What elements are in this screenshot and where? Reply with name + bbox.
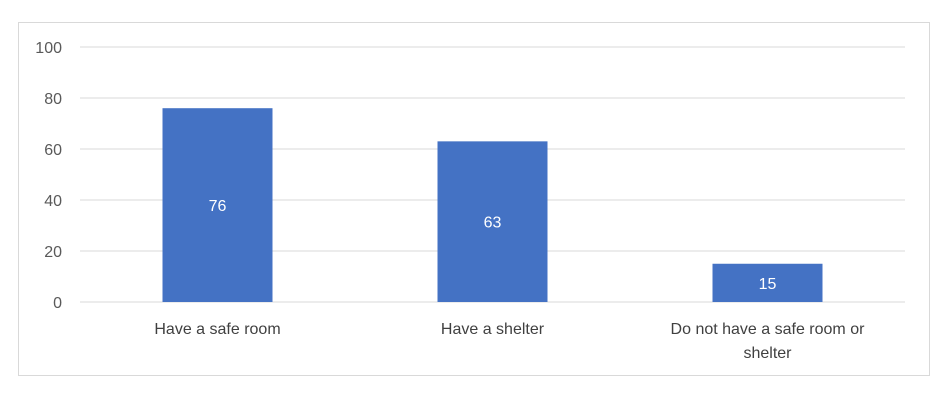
y-tick-label: 60 [44,142,62,159]
bar [712,263,823,302]
y-tick-label: 0 [53,295,62,312]
category-label: Have a safe room [154,321,280,338]
data-label: 76 [209,198,227,215]
category-label: Do not have a safe room or [671,321,866,338]
data-label: 15 [759,276,777,293]
bar [162,108,273,302]
category-label: Have a shelter [441,321,545,338]
bar [437,141,548,302]
y-tick-label: 20 [44,244,62,261]
data-label: 63 [484,215,502,232]
y-tick-label: 40 [44,193,62,210]
category-label: shelter [743,345,792,362]
y-tick-label: 100 [35,40,62,57]
y-tick-label: 80 [44,91,62,108]
